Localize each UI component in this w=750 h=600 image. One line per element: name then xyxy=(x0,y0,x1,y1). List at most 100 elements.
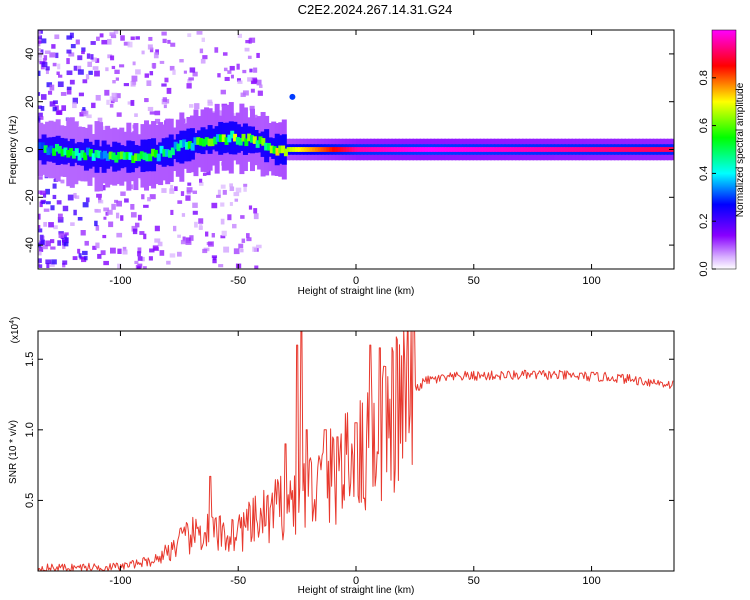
ridge-core xyxy=(241,133,246,142)
noise-speckle xyxy=(111,92,118,99)
noise-speckle xyxy=(57,213,63,220)
ridge-core xyxy=(269,145,274,154)
y-tick-label: 40 xyxy=(24,48,36,60)
noise-speckle xyxy=(50,246,56,250)
noise-speckle xyxy=(57,81,64,88)
ridge-core xyxy=(63,147,68,156)
noise-speckle xyxy=(155,49,159,55)
noise-speckle xyxy=(220,218,225,225)
noise-speckle xyxy=(116,200,122,207)
noise-speckle xyxy=(229,183,233,187)
noise-speckle xyxy=(81,51,85,55)
ridge-core xyxy=(405,147,410,152)
noise-speckle xyxy=(110,55,115,61)
noise-speckle xyxy=(105,211,109,216)
noise-speckle xyxy=(230,74,234,79)
noise-speckle xyxy=(114,199,119,203)
noise-speckle xyxy=(157,241,163,247)
ridge-core xyxy=(38,142,42,150)
noise-speckle xyxy=(187,33,192,38)
noise-speckle xyxy=(149,111,155,115)
ridge-core xyxy=(628,147,633,152)
noise-speckle xyxy=(233,248,240,255)
noise-speckle xyxy=(219,110,224,117)
ridge-core xyxy=(326,147,331,152)
spectrogram-y-axis-title: Frequency (Hz) xyxy=(8,116,19,185)
noise-speckle xyxy=(201,37,206,42)
ridge-core xyxy=(665,147,670,152)
noise-speckle xyxy=(137,251,141,257)
noise-speckle xyxy=(45,201,51,205)
noise-speckle xyxy=(229,202,233,206)
ridge-core xyxy=(329,147,334,152)
noise-speckle xyxy=(113,30,119,34)
noise-speckle xyxy=(62,260,68,265)
ridge-core xyxy=(512,147,517,152)
noise-speckle xyxy=(51,259,57,265)
noise-speckle xyxy=(154,110,161,116)
ridge-core xyxy=(396,147,401,152)
ridge-core xyxy=(86,147,91,156)
ridge-core xyxy=(117,151,122,160)
noise-speckle xyxy=(38,35,43,40)
ridge-core xyxy=(648,147,653,152)
ridge-core xyxy=(566,147,571,152)
noise-speckle xyxy=(102,234,107,239)
noise-speckle xyxy=(80,230,86,236)
noise-speckle xyxy=(130,203,135,210)
ridge-core xyxy=(575,147,580,152)
ridge-core xyxy=(411,147,416,152)
noise-speckle xyxy=(252,246,258,252)
ridge-core xyxy=(153,149,158,158)
ridge-core xyxy=(659,147,664,152)
noise-speckle xyxy=(101,39,108,45)
noise-speckle xyxy=(38,37,42,44)
noise-speckle xyxy=(95,242,100,249)
noise-speckle xyxy=(141,256,145,262)
ridge-core xyxy=(176,143,181,152)
snr-x-axis-title: Height of straight line (km) xyxy=(298,585,415,596)
ridge-core xyxy=(145,153,150,162)
noise-speckle xyxy=(120,191,126,196)
ridge-core xyxy=(606,147,611,152)
ridge-core xyxy=(484,147,489,152)
ridge-core xyxy=(213,136,218,145)
noise-speckle xyxy=(202,248,208,254)
noise-speckle xyxy=(149,194,156,200)
noise-speckle xyxy=(250,88,255,93)
noise-speckle xyxy=(244,47,250,52)
noise-speckle xyxy=(143,204,149,208)
noise-speckle xyxy=(149,71,154,76)
ridge-core xyxy=(419,147,424,152)
noise-speckle xyxy=(70,44,76,49)
ridge-core xyxy=(142,152,147,161)
noise-speckle xyxy=(52,106,57,112)
noise-speckle xyxy=(73,192,77,198)
noise-speckle xyxy=(207,101,213,106)
ridge-core xyxy=(216,134,221,142)
noise-speckle xyxy=(38,251,42,256)
noise-speckle xyxy=(246,233,250,238)
snr-ticks: -100 -50 0 50 100 0.5 1.0 1.5 xyxy=(24,331,674,587)
noise-speckle xyxy=(130,99,135,106)
noise-speckle xyxy=(220,235,226,239)
noise-speckle xyxy=(88,70,93,75)
noise-speckle xyxy=(66,49,72,54)
ridge-core xyxy=(317,147,322,152)
ridge-core xyxy=(114,154,119,163)
ridge-core xyxy=(100,151,105,160)
noise-speckle xyxy=(162,38,167,44)
snr-y-exponent: (x104) xyxy=(9,317,21,344)
noise-speckle xyxy=(38,258,42,263)
ridge-core xyxy=(103,150,108,159)
noise-speckle xyxy=(165,99,170,104)
noise-speckle xyxy=(240,215,245,219)
ridge-core xyxy=(459,147,464,152)
noise-speckle xyxy=(38,228,43,233)
ridge-core xyxy=(300,147,305,152)
noise-speckle xyxy=(235,187,242,193)
ridge-core xyxy=(645,147,650,152)
noise-speckle xyxy=(253,213,259,220)
y-tick-label: 0 xyxy=(24,146,36,152)
ridge-core xyxy=(295,147,300,152)
